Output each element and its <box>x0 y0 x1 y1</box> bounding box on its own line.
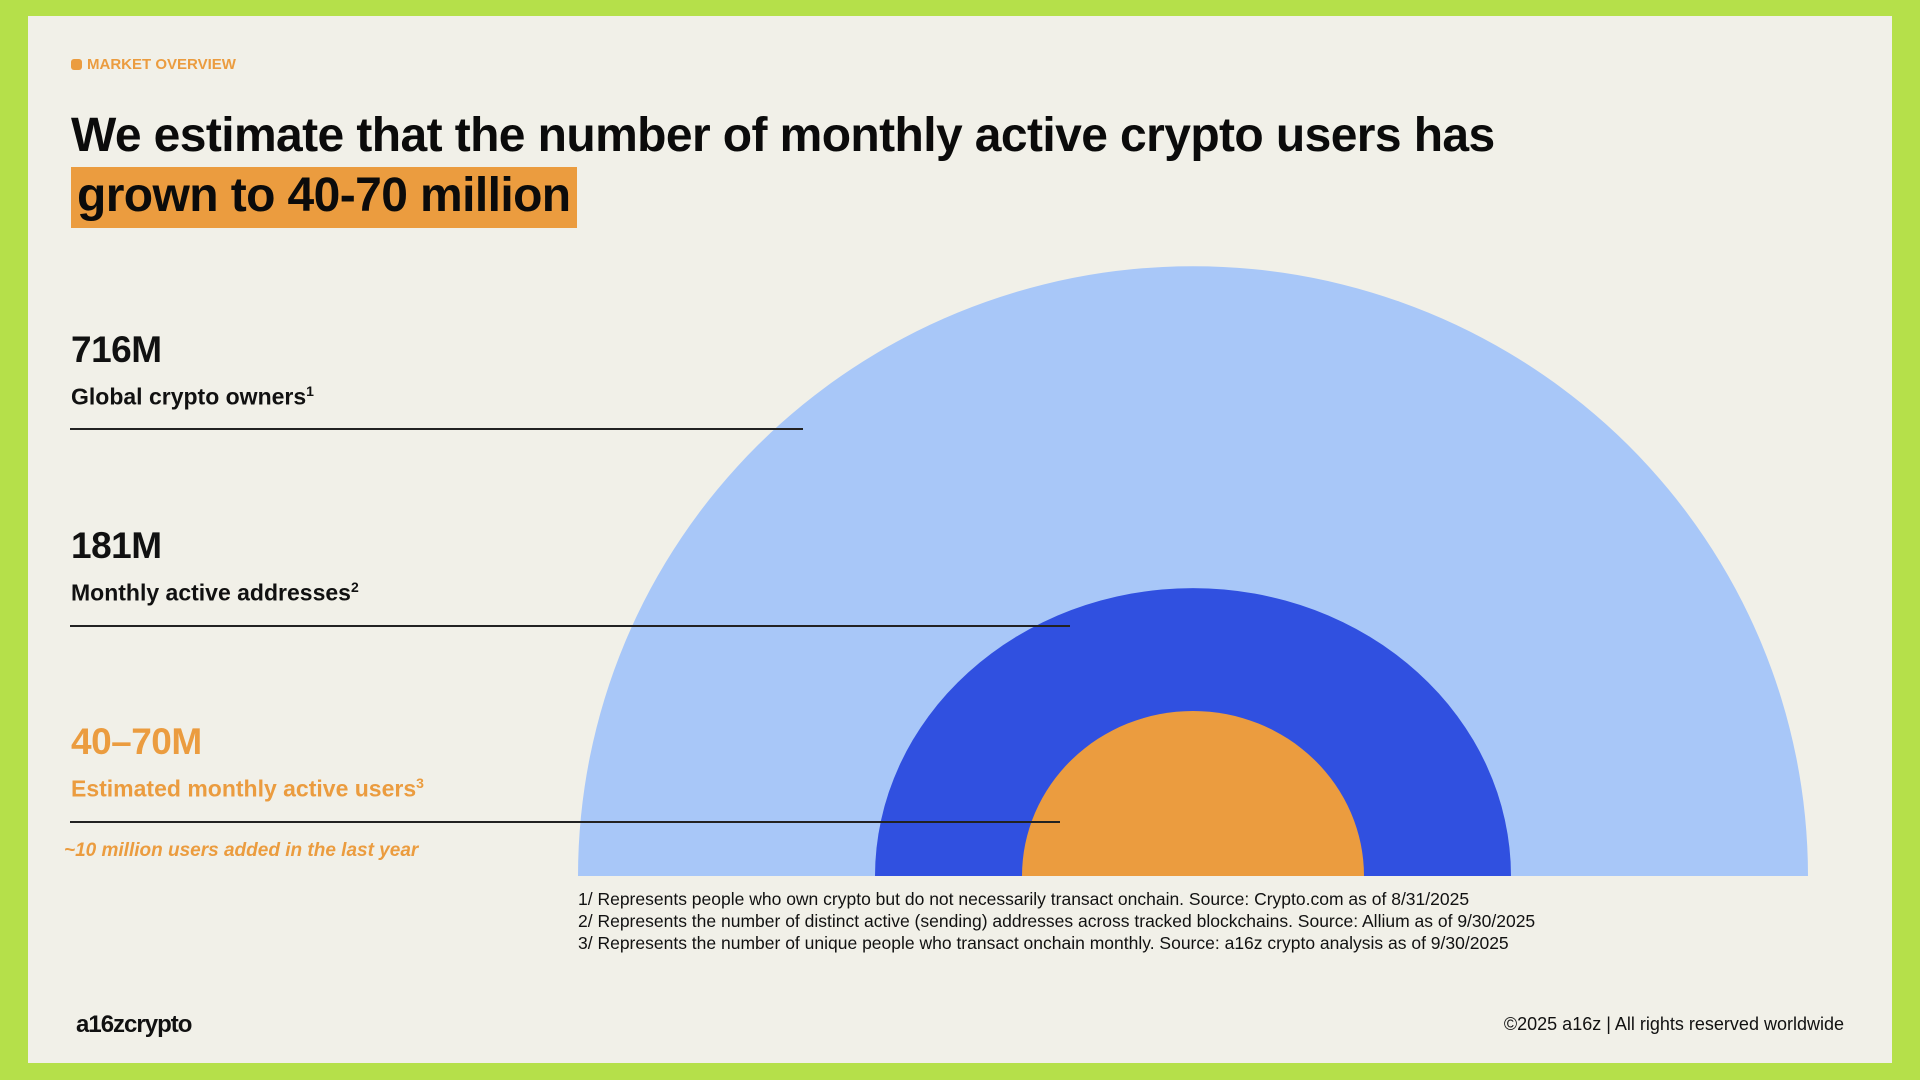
title-highlight: grown to 40-70 million <box>71 167 577 228</box>
footnote-1: 1/ Represents people who own crypto but … <box>578 889 1470 909</box>
footnotes: 1/ Represents people who own crypto but … <box>578 888 1535 954</box>
arc-global-owners <box>578 266 1808 876</box>
arc-active-users <box>1022 711 1364 876</box>
footnote-2: 2/ Represents the number of distinct act… <box>578 911 1536 931</box>
label-text: Monthly active addresses <box>71 579 351 606</box>
stat-value-addresses: 181M <box>71 525 162 566</box>
footnote-ref: 3 <box>416 775 424 791</box>
label-text: Estimated monthly active users <box>71 775 417 802</box>
divider-addresses <box>70 625 1070 627</box>
slide: MARKET OVERVIEW We estimate that the num… <box>28 16 1892 1063</box>
page-title: We estimate that the number of monthly a… <box>71 106 1631 228</box>
divider-users <box>70 821 1060 823</box>
footnote-ref: 2 <box>350 579 359 595</box>
divider-owners <box>70 428 803 430</box>
stat-label-owners: Global crypto owners1 <box>71 383 314 411</box>
section-tag: MARKET OVERVIEW <box>71 56 236 73</box>
title-text: We estimate that the number of monthly a… <box>71 109 1495 162</box>
tag-label: MARKET OVERVIEW <box>87 56 236 73</box>
tag-square-icon <box>71 59 82 70</box>
stat-label-addresses: Monthly active addresses2 <box>71 579 359 607</box>
footnote-ref: 1 <box>306 383 314 399</box>
copyright: ©2025 a16z | All rights reserved worldwi… <box>1503 1014 1844 1034</box>
a16zcrypto-logo: a16zcrypto <box>76 1011 192 1038</box>
growth-note: ~10 million users added in the last year <box>64 840 419 861</box>
stat-value-owners: 716M <box>71 329 162 370</box>
semicircle-chart <box>578 266 1808 876</box>
label-text: Global crypto owners <box>71 383 307 410</box>
stat-value-users: 40–70M <box>71 721 202 762</box>
footnote-3: 3/ Represents the number of unique peopl… <box>578 933 1509 953</box>
stat-label-users: Estimated monthly active users3 <box>71 775 424 803</box>
